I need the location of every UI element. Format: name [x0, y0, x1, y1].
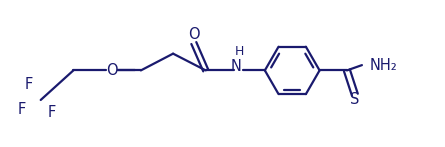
Text: O: O [188, 27, 200, 42]
Text: F: F [48, 105, 56, 120]
Text: F: F [18, 102, 26, 117]
Text: NH₂: NH₂ [370, 58, 398, 73]
Text: N: N [231, 59, 241, 74]
Text: O: O [106, 63, 118, 78]
Text: F: F [24, 77, 32, 92]
Text: H: H [235, 45, 244, 58]
Text: S: S [350, 92, 360, 107]
